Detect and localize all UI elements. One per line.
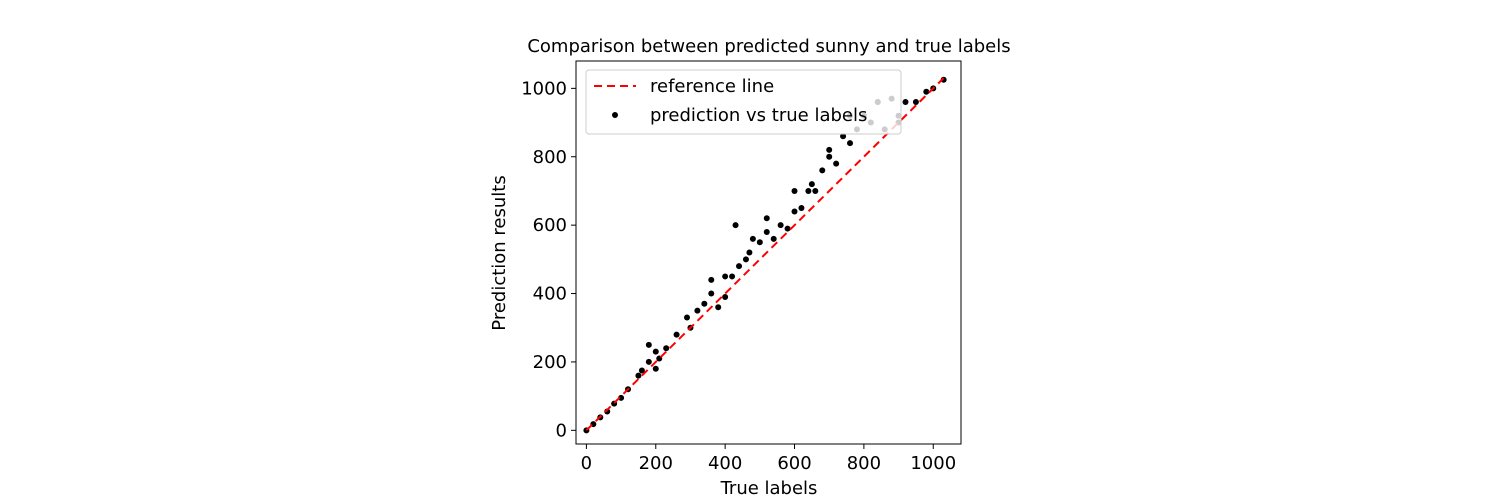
legend: reference line prediction vs true labels	[585, 69, 902, 135]
scatter-point	[784, 225, 791, 232]
scatter-point	[826, 146, 833, 153]
scatter-point	[791, 187, 798, 194]
y-tick-label: 0	[556, 420, 567, 441]
scatter-point	[645, 358, 652, 365]
scatter-point	[635, 372, 642, 379]
scatter-point	[694, 307, 701, 314]
legend-label-scatter: prediction vs true labels	[650, 105, 867, 126]
scatter-point	[746, 249, 753, 256]
x-tick-label: 200	[639, 453, 673, 474]
scatter-point	[923, 88, 930, 95]
scatter-point	[826, 153, 833, 160]
chart-title: Comparison between predicted sunny and t…	[527, 36, 1010, 57]
scatter-point	[742, 256, 749, 263]
scatter-point	[722, 273, 729, 280]
scatter-point	[749, 235, 756, 242]
scatter-point	[833, 160, 840, 167]
x-tick-label: 1000	[910, 453, 956, 474]
scatter-point	[701, 300, 708, 307]
y-tick-label: 800	[533, 147, 567, 168]
legend-box	[585, 69, 902, 135]
scatter-point	[805, 187, 812, 194]
y-tick-label: 1000	[521, 78, 567, 99]
scatter-point	[736, 263, 743, 270]
scatter-point	[618, 394, 625, 401]
scatter-point	[777, 222, 784, 229]
scatter-point	[808, 181, 815, 188]
y-tick-label: 600	[533, 215, 567, 236]
x-axis-ticks: 0 200 400 600 800 1000	[581, 444, 956, 474]
x-axis-label: True labels	[720, 478, 818, 499]
y-tick-label: 200	[533, 352, 567, 373]
y-tick-label: 400	[533, 284, 567, 305]
scatter-point	[756, 239, 763, 246]
scatter-point	[652, 365, 659, 372]
scatter-point	[708, 276, 715, 283]
scatter-point	[798, 205, 805, 212]
scatter-point	[770, 235, 777, 242]
scatter-point	[708, 290, 715, 297]
scatter-point	[645, 341, 652, 348]
scatter-point	[812, 187, 819, 194]
x-tick-label: 600	[777, 453, 811, 474]
scatter-point	[819, 167, 826, 174]
reference-line	[585, 77, 945, 432]
legend-dot-swatch	[612, 112, 618, 118]
scatter-point	[715, 304, 722, 311]
scatter-point	[673, 331, 680, 338]
scatter-point	[729, 273, 736, 280]
scatter-point	[763, 215, 770, 222]
y-axis-label: Prediction results	[489, 175, 510, 330]
legend-label-reference: reference line	[650, 76, 774, 97]
x-tick-label: 800	[847, 453, 881, 474]
scatter-point	[683, 314, 690, 321]
scatter-point	[912, 99, 919, 106]
x-tick-label: 400	[708, 453, 742, 474]
plot-frame	[575, 60, 962, 445]
scatter-point	[663, 345, 670, 352]
scatter-point	[791, 208, 798, 215]
scatter-point	[847, 140, 854, 147]
scatter-point	[652, 348, 659, 355]
scatter-point	[763, 228, 770, 235]
x-tick-label: 0	[581, 453, 592, 474]
scatter-point	[722, 293, 729, 300]
scatter-point	[902, 99, 909, 106]
y-axis-ticks: 0 200 400 600 800 1000	[521, 78, 576, 441]
scatter-point	[638, 367, 645, 374]
scatter-point	[732, 222, 739, 229]
scatter-point	[840, 133, 847, 140]
